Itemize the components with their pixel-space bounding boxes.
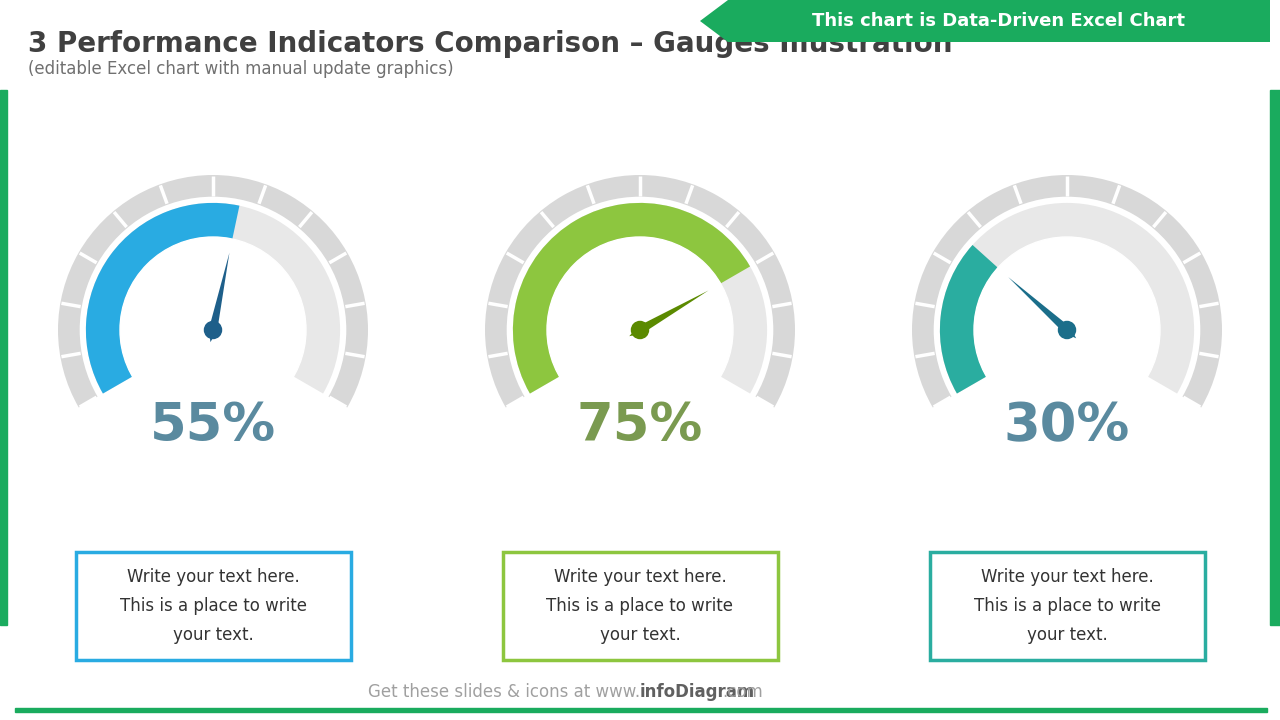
- Text: 55%: 55%: [150, 400, 276, 452]
- Text: .com: .com: [722, 683, 763, 701]
- Polygon shape: [700, 0, 1270, 42]
- FancyBboxPatch shape: [929, 552, 1204, 660]
- Text: Write your text here.
This is a place to write
your text.: Write your text here. This is a place to…: [119, 568, 306, 644]
- Wedge shape: [513, 203, 767, 394]
- Wedge shape: [58, 175, 369, 408]
- Text: (editable Excel chart with manual update graphics): (editable Excel chart with manual update…: [28, 60, 453, 78]
- Text: Get these slides & icons at www.: Get these slides & icons at www.: [367, 683, 640, 701]
- Circle shape: [205, 321, 221, 338]
- Circle shape: [974, 237, 1160, 423]
- Polygon shape: [1009, 277, 1076, 338]
- FancyBboxPatch shape: [503, 552, 777, 660]
- Wedge shape: [940, 245, 998, 394]
- Text: © infoDiagram.com: © infoDiagram.com: [1030, 324, 1124, 366]
- Text: 3 Performance Indicators Comparison – Gauges Illustration: 3 Performance Indicators Comparison – Ga…: [28, 30, 952, 58]
- Wedge shape: [513, 203, 750, 394]
- Text: © infoDiagram.com: © infoDiagram.com: [175, 324, 270, 366]
- Text: © infoDiagram.com: © infoDiagram.com: [156, 216, 250, 258]
- Wedge shape: [911, 175, 1222, 408]
- Bar: [1270, 90, 1280, 625]
- Bar: [15, 708, 1267, 712]
- Text: © infoDiagram.com: © infoDiagram.com: [603, 324, 698, 366]
- Text: 30%: 30%: [1004, 400, 1130, 452]
- Wedge shape: [485, 175, 795, 408]
- Text: 75%: 75%: [577, 400, 703, 452]
- Circle shape: [547, 237, 733, 423]
- Text: Write your text here.
This is a place to write
your text.: Write your text here. This is a place to…: [547, 568, 733, 644]
- Circle shape: [1059, 321, 1075, 338]
- Text: © infoDiagram.com: © infoDiagram.com: [1010, 216, 1105, 258]
- Polygon shape: [209, 253, 229, 342]
- Polygon shape: [630, 290, 708, 336]
- Text: Write your text here.
This is a place to write
your text.: Write your text here. This is a place to…: [974, 568, 1161, 644]
- Bar: [0, 90, 6, 625]
- Wedge shape: [86, 203, 340, 394]
- Wedge shape: [940, 203, 1194, 394]
- Circle shape: [120, 237, 306, 423]
- Text: © infoDiagram.com: © infoDiagram.com: [582, 216, 677, 258]
- Wedge shape: [86, 203, 239, 394]
- Circle shape: [631, 321, 649, 338]
- Text: This chart is Data-Driven Excel Chart: This chart is Data-Driven Excel Chart: [813, 12, 1185, 30]
- FancyBboxPatch shape: [76, 552, 351, 660]
- Text: infoDiagram: infoDiagram: [640, 683, 755, 701]
